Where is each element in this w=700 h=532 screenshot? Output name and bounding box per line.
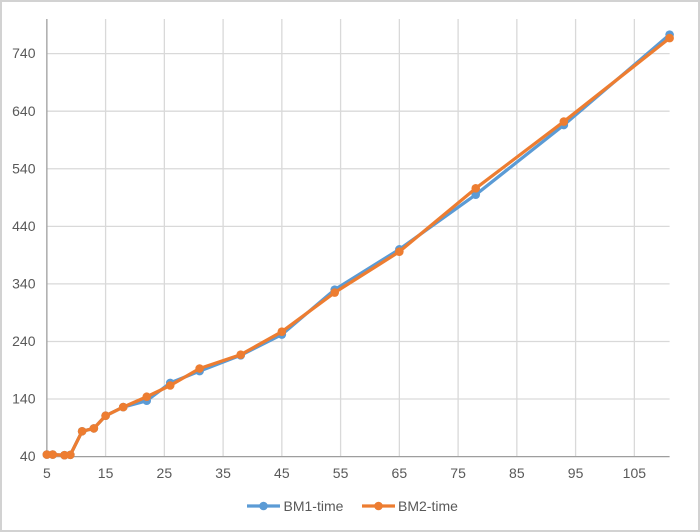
svg-text:340: 340	[12, 276, 36, 292]
svg-text:65: 65	[392, 465, 408, 481]
svg-text:45: 45	[274, 465, 290, 481]
svg-text:40: 40	[20, 448, 36, 464]
svg-text:240: 240	[12, 333, 36, 349]
svg-text:440: 440	[12, 218, 36, 234]
svg-text:740: 740	[12, 45, 36, 61]
svg-text:105: 105	[623, 465, 647, 481]
svg-text:BM2-time: BM2-time	[398, 498, 458, 514]
svg-text:140: 140	[12, 391, 36, 407]
svg-text:75: 75	[450, 465, 466, 481]
svg-text:540: 540	[12, 160, 36, 176]
svg-text:35: 35	[215, 465, 231, 481]
svg-text:5: 5	[43, 465, 51, 481]
svg-text:55: 55	[333, 465, 349, 481]
svg-text:BM1-time: BM1-time	[284, 498, 344, 514]
svg-text:640: 640	[12, 103, 36, 119]
svg-text:25: 25	[157, 465, 173, 481]
svg-text:15: 15	[98, 465, 114, 481]
svg-text:85: 85	[509, 465, 525, 481]
svg-text:95: 95	[568, 465, 584, 481]
